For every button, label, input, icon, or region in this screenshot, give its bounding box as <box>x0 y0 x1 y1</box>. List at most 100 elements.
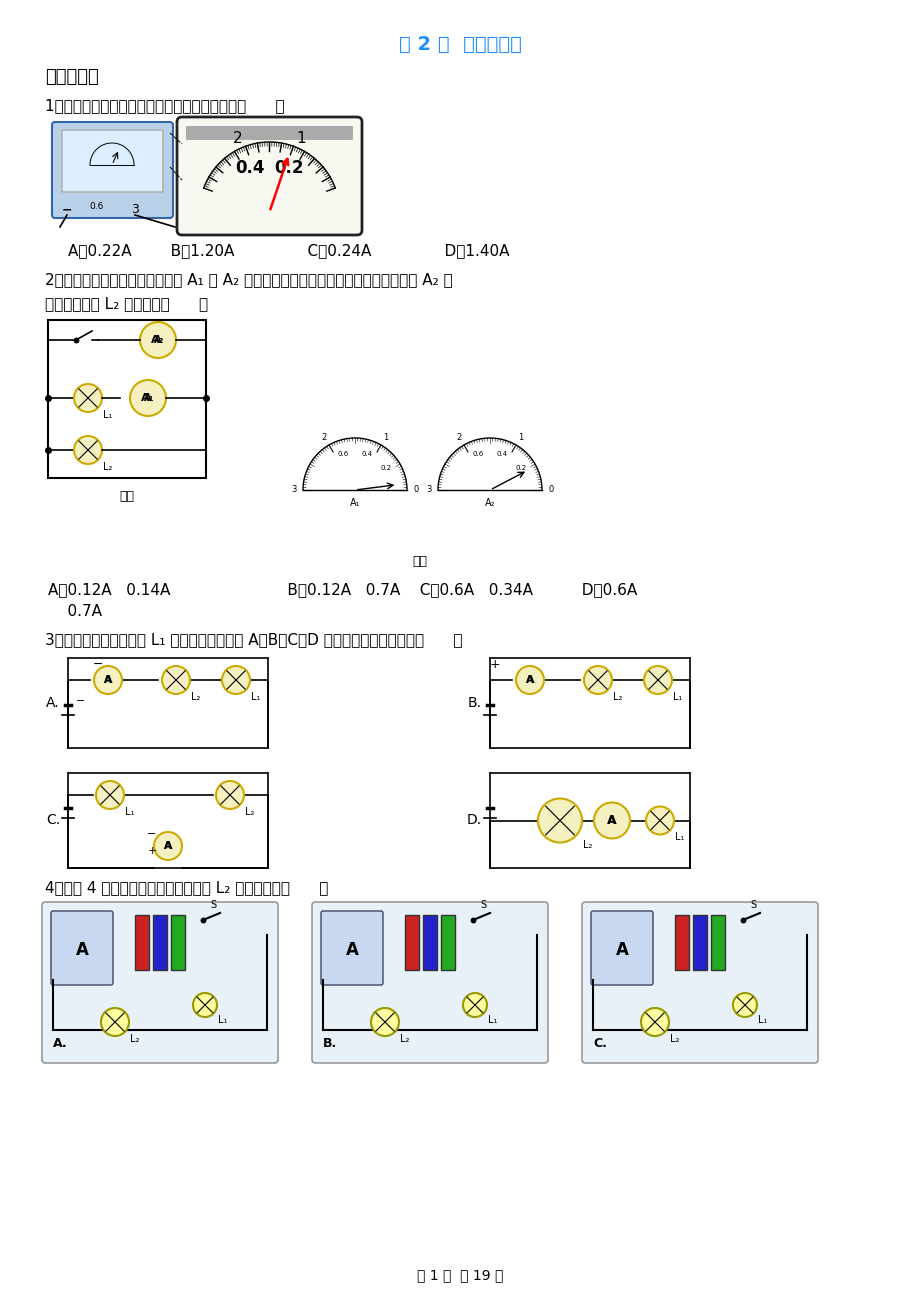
Text: L₁: L₁ <box>103 410 112 421</box>
Text: 0: 0 <box>548 486 553 495</box>
Text: A: A <box>525 674 534 685</box>
Circle shape <box>641 1008 668 1036</box>
Bar <box>692 915 706 970</box>
Text: A.: A. <box>46 697 60 710</box>
Text: A₁: A₁ <box>349 497 360 508</box>
Text: L₁: L₁ <box>673 691 682 702</box>
Bar <box>404 915 418 970</box>
Text: 0.2: 0.2 <box>515 465 526 470</box>
Text: 3: 3 <box>425 486 431 495</box>
Bar <box>423 915 437 970</box>
Text: 第 2 节  电流的测量: 第 2 节 电流的测量 <box>398 35 521 53</box>
Bar <box>710 915 724 970</box>
Text: 0: 0 <box>413 486 418 495</box>
Bar <box>48 320 206 478</box>
Text: A: A <box>164 841 172 852</box>
Circle shape <box>153 832 182 861</box>
Text: C.: C. <box>593 1036 607 1049</box>
Circle shape <box>162 667 190 694</box>
Text: 2: 2 <box>457 432 461 441</box>
FancyBboxPatch shape <box>590 911 652 986</box>
Bar <box>171 915 185 970</box>
Circle shape <box>101 1008 129 1036</box>
Text: 0.4: 0.4 <box>235 159 265 177</box>
Text: L₁: L₁ <box>125 807 134 816</box>
Text: 3．要用电流表测量灯泡 L₁ 中的电流，如下面 A、B、C、D 电路中，接法正确的是（      ）: 3．要用电流表测量灯泡 L₁ 中的电流，如下面 A、B、C、D 电路中，接法正确… <box>45 631 462 647</box>
Text: L₂: L₂ <box>191 691 200 702</box>
Text: +: + <box>147 846 156 855</box>
Text: 2．如图甲所示的电路中，电流表 A₁ 与 A₂ 的指针位置分别如图乙、丙所示，则电流表 A₂ 的: 2．如图甲所示的电路中，电流表 A₁ 与 A₂ 的指针位置分别如图乙、丙所示，则… <box>45 272 452 286</box>
Text: A．0.12A   0.14A                        B．0.12A   0.7A    C．0.6A   0.34A         : A．0.12A 0.14A B．0.12A 0.7A C．0.6A 0.34A <box>48 582 637 598</box>
Text: 2: 2 <box>233 132 243 146</box>
Text: 3: 3 <box>291 486 296 495</box>
Text: 0.6: 0.6 <box>337 450 348 457</box>
Text: A: A <box>165 841 172 852</box>
Circle shape <box>645 806 674 835</box>
Text: L₂: L₂ <box>612 691 621 702</box>
Bar <box>440 915 455 970</box>
Circle shape <box>94 667 122 694</box>
Text: 0.4: 0.4 <box>361 450 372 457</box>
Text: 图乙: 图乙 <box>412 555 427 568</box>
FancyBboxPatch shape <box>321 911 382 986</box>
Text: A: A <box>346 941 358 960</box>
Text: L₁: L₁ <box>675 832 684 842</box>
Text: A: A <box>154 335 162 345</box>
Text: −: − <box>62 203 73 216</box>
Circle shape <box>74 384 102 411</box>
Text: 0.6: 0.6 <box>90 202 104 211</box>
Circle shape <box>130 380 165 417</box>
Bar <box>675 915 688 970</box>
Text: B.: B. <box>468 697 482 710</box>
Text: L₁: L₁ <box>251 691 260 702</box>
Text: 2: 2 <box>322 432 327 441</box>
Text: L₂: L₂ <box>130 1034 139 1044</box>
Text: 第 1 页  共 19 页: 第 1 页 共 19 页 <box>416 1268 503 1282</box>
FancyBboxPatch shape <box>186 126 353 141</box>
Text: L₂: L₂ <box>103 462 112 473</box>
Text: B.: B. <box>323 1036 337 1049</box>
Text: 3: 3 <box>130 203 139 216</box>
Text: 1: 1 <box>517 432 523 441</box>
Text: A₁: A₁ <box>142 393 154 404</box>
Text: −: − <box>76 697 85 706</box>
Text: D.: D. <box>466 814 482 828</box>
FancyBboxPatch shape <box>62 130 163 191</box>
Text: 4．下列 4 幅电路图中，电流表能测量 L₂ 的电流的是（      ）: 4．下列 4 幅电路图中，电流表能测量 L₂ 的电流的是（ ） <box>45 880 328 894</box>
Text: −: − <box>147 829 156 838</box>
Text: 1: 1 <box>382 432 388 441</box>
FancyBboxPatch shape <box>176 117 361 234</box>
Circle shape <box>516 667 543 694</box>
FancyBboxPatch shape <box>42 902 278 1062</box>
Bar <box>135 915 149 970</box>
Text: 1: 1 <box>296 132 306 146</box>
Text: L₁: L₁ <box>487 1016 497 1025</box>
Text: S: S <box>210 900 216 910</box>
Text: A．0.22A        B．1.20A               C．0.24A               D．1.40A: A．0.22A B．1.20A C．0.24A D．1.40A <box>68 243 509 258</box>
Text: L₂: L₂ <box>669 1034 678 1044</box>
Circle shape <box>74 436 102 464</box>
Text: L₁: L₁ <box>218 1016 227 1025</box>
Text: A: A <box>104 674 111 685</box>
Text: L₁: L₁ <box>757 1016 766 1025</box>
Text: −: − <box>93 658 103 671</box>
Circle shape <box>594 802 630 838</box>
Circle shape <box>732 993 756 1017</box>
Bar <box>153 915 167 970</box>
Circle shape <box>584 667 611 694</box>
Text: 0.7A: 0.7A <box>48 604 102 618</box>
Text: A₂: A₂ <box>151 335 165 345</box>
Circle shape <box>538 798 582 842</box>
Text: A: A <box>607 814 616 827</box>
Text: A: A <box>526 674 533 685</box>
FancyBboxPatch shape <box>51 911 113 986</box>
Text: 0.2: 0.2 <box>274 159 303 177</box>
Text: 0.4: 0.4 <box>495 450 506 457</box>
FancyBboxPatch shape <box>52 122 173 217</box>
Text: 图甲: 图甲 <box>119 490 134 503</box>
Text: L₂: L₂ <box>400 1034 409 1044</box>
Text: +: + <box>489 658 500 671</box>
Circle shape <box>221 667 250 694</box>
Circle shape <box>370 1008 399 1036</box>
Text: C.: C. <box>46 814 60 828</box>
